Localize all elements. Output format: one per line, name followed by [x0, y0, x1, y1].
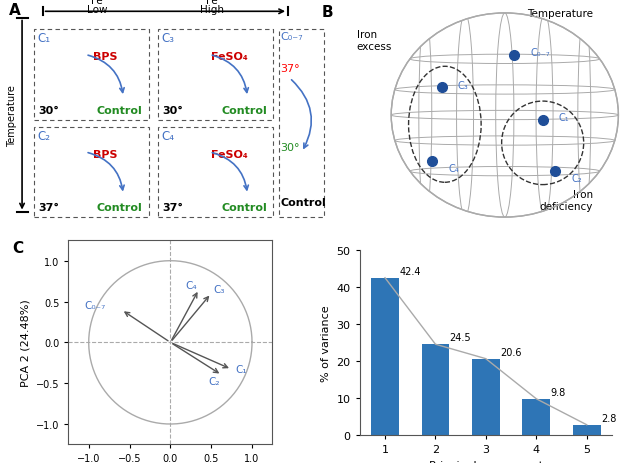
Text: Temperature: Temperature	[527, 9, 593, 19]
Text: Fe: Fe	[206, 0, 218, 6]
Bar	[472, 359, 500, 435]
Text: C₄: C₄	[162, 130, 174, 143]
Text: C₁: C₁	[558, 113, 569, 123]
Text: 30°: 30°	[162, 106, 183, 116]
Text: Control: Control	[97, 203, 143, 213]
Text: C: C	[13, 241, 24, 256]
Text: 24.5: 24.5	[449, 332, 471, 343]
Text: 30°: 30°	[38, 106, 59, 116]
Text: C₄: C₄	[185, 281, 197, 291]
Text: C₃: C₃	[214, 285, 225, 294]
Text: 2.8: 2.8	[601, 413, 616, 423]
Text: C₁: C₁	[37, 32, 50, 45]
Text: 37°: 37°	[38, 203, 59, 213]
Text: C₃: C₃	[162, 32, 174, 45]
Text: C₂: C₂	[571, 173, 582, 183]
Text: High: High	[200, 5, 224, 15]
Text: C₂: C₂	[37, 130, 50, 143]
Text: BPS: BPS	[93, 150, 117, 159]
Text: B: B	[322, 5, 333, 19]
Text: 37°: 37°	[162, 203, 183, 213]
Text: 20.6: 20.6	[500, 347, 521, 357]
Text: 9.8: 9.8	[550, 387, 565, 397]
Text: C₀₋₇: C₀₋₇	[85, 300, 106, 310]
Text: Control: Control	[221, 203, 267, 213]
Text: A: A	[9, 3, 21, 19]
Bar	[522, 399, 550, 435]
Text: FeSO₄: FeSO₄	[211, 52, 247, 62]
Y-axis label: % of variance: % of variance	[321, 304, 331, 381]
Text: FeSO₄: FeSO₄	[211, 150, 247, 159]
Text: Control: Control	[221, 106, 267, 116]
Text: C₂: C₂	[208, 376, 220, 386]
Text: Temperature: Temperature	[7, 85, 17, 147]
Bar	[371, 278, 399, 435]
Bar	[422, 344, 449, 435]
Text: C₄: C₄	[448, 164, 459, 174]
Text: C₀₋₇: C₀₋₇	[280, 32, 303, 43]
Y-axis label: PCA 2 (24.48%): PCA 2 (24.48%)	[20, 299, 30, 387]
Text: C₁: C₁	[235, 364, 247, 375]
Text: BPS: BPS	[93, 52, 117, 62]
Text: Control: Control	[280, 198, 326, 208]
Text: Low: Low	[87, 5, 107, 15]
Text: Iron
excess: Iron excess	[357, 30, 392, 52]
Text: 42.4: 42.4	[399, 266, 421, 276]
Text: C₀₋₇: C₀₋₇	[530, 48, 550, 58]
Text: Iron
deficiency: Iron deficiency	[540, 190, 593, 212]
X-axis label: Principal component: Principal component	[429, 460, 543, 463]
Text: Control: Control	[97, 106, 143, 116]
Text: 37°: 37°	[280, 64, 300, 74]
Bar	[573, 425, 601, 435]
Text: 30°: 30°	[280, 143, 300, 152]
Text: C₃: C₃	[457, 81, 468, 91]
Text: Fe: Fe	[91, 0, 103, 6]
